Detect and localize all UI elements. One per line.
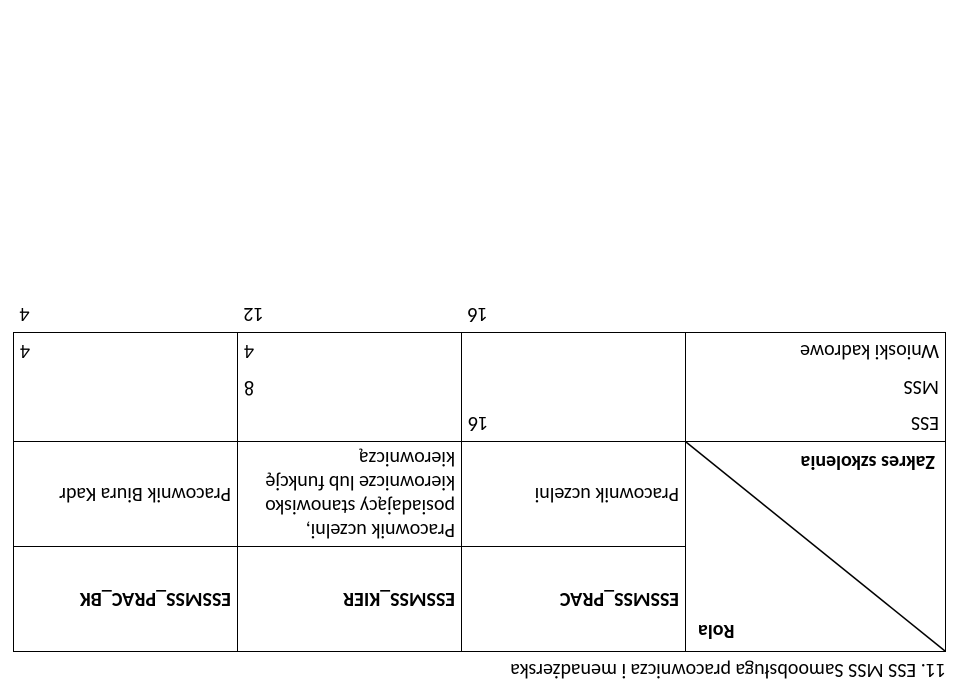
total-1: 12	[238, 296, 462, 333]
role-desc-1: Pracownik uczelni, posiadający stanowisk…	[238, 442, 462, 547]
role-code-1: ESSMSS_KIER	[238, 547, 462, 652]
header-rola: Rola	[698, 619, 734, 643]
role-desc-2: Pracownik Biura Kadr	[14, 442, 238, 547]
role-code-0: ESSMSS_PRAC	[462, 547, 686, 652]
cell-0-1	[238, 405, 462, 442]
cell-1-0	[462, 369, 686, 405]
cell-0-2	[14, 405, 238, 442]
cell-2-1: 4	[238, 333, 462, 370]
section-title: 11. ESS MSS Samoobsługa pracownicza i me…	[510, 658, 946, 682]
cell-1-1: 8	[238, 369, 462, 405]
role-code-2: ESSMSS_PRAC_BK	[14, 547, 238, 652]
role-desc-0: Pracownik uczelni	[462, 442, 686, 547]
row-label-1: MSS	[686, 369, 946, 405]
totals-spacer	[686, 296, 946, 333]
cell-0-0: 16	[462, 405, 686, 442]
cell-1-2	[14, 369, 238, 405]
row-label-2: Wnioski kadrowe	[686, 333, 946, 370]
cell-2-2: 4	[14, 333, 238, 370]
total-2: 4	[14, 296, 238, 333]
header-zakres: Zakres szkolenia	[801, 450, 935, 474]
diagonal-header-cell: Rola Zakres szkolenia	[686, 442, 946, 652]
row-label-0: ESS	[686, 405, 946, 442]
role-matrix-table: Rola Zakres szkolenia ESSMSS_PRAC ESSMSS…	[13, 296, 946, 652]
total-0: 16	[462, 296, 686, 333]
cell-2-0	[462, 333, 686, 370]
